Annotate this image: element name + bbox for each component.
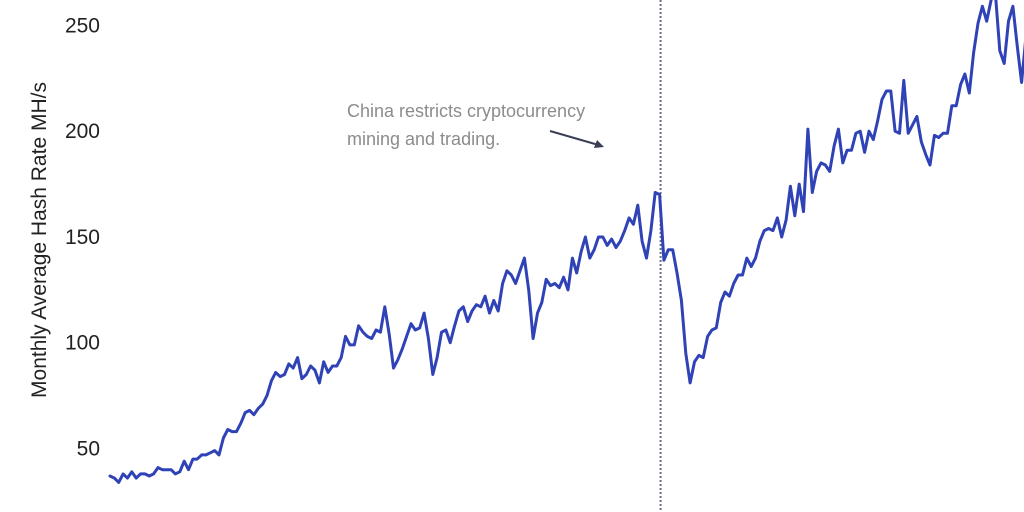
annotation-arrow-head [594, 140, 604, 148]
y-tick-label: 100 [65, 332, 100, 355]
annotation: China restricts cryptocurrency mining an… [347, 101, 604, 149]
y-tick-label: 250 [65, 14, 100, 37]
series-line-0 [108, 0, 1024, 484]
annotation-line-2: mining and trading. [347, 129, 500, 149]
series-layer [108, 0, 1024, 484]
y-tick-label: 50 [77, 438, 100, 461]
annotation-arrow-shaft [549, 130, 603, 147]
y-tick-label: 150 [65, 226, 100, 249]
annotation-line-1: China restricts cryptocurrency [347, 101, 585, 121]
y-axis-label: Monthly Average Hash Rate MH/s [28, 82, 51, 398]
y-axis-ticks: 50 100 150 200 250 [65, 14, 100, 460]
y-tick-label: 200 [65, 120, 100, 143]
